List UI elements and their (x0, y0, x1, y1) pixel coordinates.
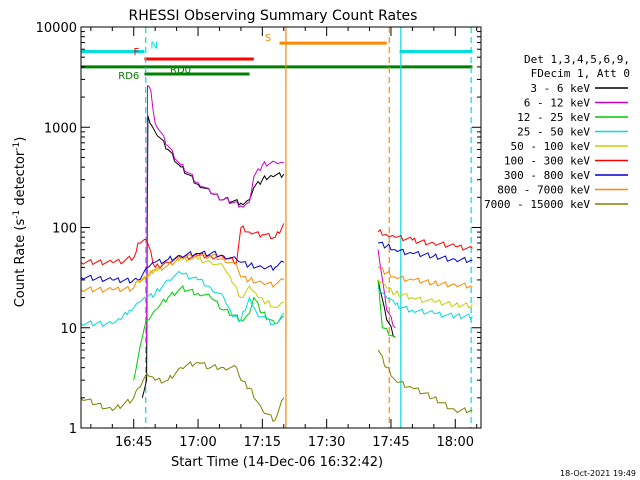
state-bar-label: S (265, 33, 271, 44)
y-axis-label-main: Count Rate (s (13, 219, 28, 308)
legend: Det 1,3,4,5,6,9, FDecim 1, Att 0 3 - 6 k… (484, 53, 630, 211)
legend-entry-label: 800 - 7000 keV (497, 184, 590, 197)
y-tick-label: 10 (60, 322, 77, 337)
y-axis-label-end: ) (13, 137, 28, 142)
state-bar-label: RD0 (170, 65, 191, 76)
series-line-800-7000-kev (80, 252, 473, 293)
series-line-12-25-kev (133, 279, 396, 381)
series-line-6-12-kev (146, 84, 396, 344)
x-tick-label: 17:45 (372, 435, 409, 450)
y-tick-label: 10000 (36, 21, 77, 36)
y-axis-label: Count Rate (s-1 detector-1) (12, 137, 28, 308)
legend-entry-label: 3 - 6 keV (530, 82, 590, 95)
chart-title: RHESSI Observing Summary Count Rates (129, 8, 418, 24)
legend-entry-label: 6 - 12 keV (524, 97, 591, 110)
series-line-100-300-kev (80, 223, 473, 269)
x-tick-label: 18:00 (437, 435, 474, 450)
legend-entry-label: 12 - 25 keV (517, 111, 590, 124)
axes: 1 10 100 1000 10000 16:45 17:00 17:15 17:30 17:45… (36, 21, 482, 450)
data-series (80, 84, 473, 423)
state-bar-label: F (134, 47, 140, 58)
x-tick-label: 17:15 (244, 435, 281, 450)
legend-entry-label: 7000 - 15000 keV (484, 198, 590, 211)
legend-entry-label: 25 - 50 keV (517, 126, 590, 139)
y-tick-label: 1 (69, 422, 77, 437)
x-tick-label: 17:00 (179, 435, 216, 450)
footer-date: 18-Oct-2021 19:49 (560, 469, 636, 478)
state-bar-label: RD6 (118, 71, 139, 82)
series-line-7000-15000-kev (80, 349, 473, 423)
state-bars: N S F RD0 RD6 (81, 33, 473, 82)
legend-entry-label: 300 - 800 keV (504, 169, 590, 182)
series-line-300-800-kev (80, 241, 473, 284)
y-axis-label-exp1: -1 (12, 210, 22, 219)
legend-header-1: Det 1,3,4,5,6,9, (524, 53, 630, 66)
legend-entry-label: 100 - 300 keV (504, 155, 590, 168)
y-axis-label-exp2: -1 (12, 142, 22, 151)
x-axis-label: Start Time (14-Dec-06 16:32:42) (171, 455, 383, 470)
y-tick-label: 1000 (44, 121, 77, 136)
legend-entry-label: 50 - 100 keV (511, 140, 591, 153)
legend-header-2: FDecim 1, Att 0 (531, 67, 630, 80)
x-tick-label: 16:45 (115, 435, 152, 450)
series-line-25-50-kev (80, 270, 473, 327)
y-tick-label: 100 (52, 222, 77, 237)
state-bar-label: N (150, 40, 157, 51)
x-tick-label: 17:30 (308, 435, 345, 450)
vertical-lines (145, 27, 472, 428)
y-axis-label-mid: detector (13, 150, 28, 210)
